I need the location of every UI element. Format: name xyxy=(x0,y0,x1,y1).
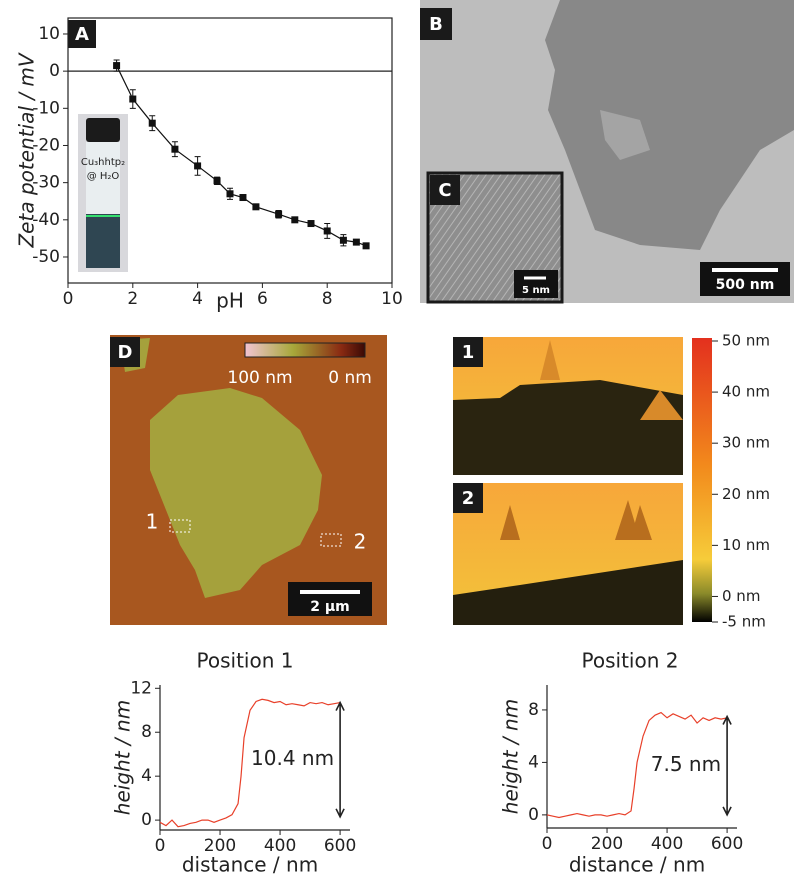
plot-frame xyxy=(67,17,393,284)
colorbar-label: 0 nm xyxy=(722,587,760,605)
x-tick-label: 400 xyxy=(651,834,683,854)
x-tick-label: 600 xyxy=(711,834,743,854)
colorbar-label: -5 nm xyxy=(722,613,766,631)
colorbar-label: 10 nm xyxy=(722,536,770,554)
annotation: 10.4 nm xyxy=(251,746,334,770)
tem-image xyxy=(420,0,794,304)
y-tick-label: 0 xyxy=(49,61,60,81)
data-point xyxy=(113,62,121,70)
data-point xyxy=(323,227,331,235)
x-tick-label: 0 xyxy=(63,289,74,309)
series-line xyxy=(116,65,367,247)
inset-text: Cu₃hhtp₂ xyxy=(81,157,125,168)
dimension-arrow xyxy=(335,700,345,819)
x-tick-label: 200 xyxy=(204,836,236,856)
data-point xyxy=(213,177,221,185)
data-point xyxy=(362,242,370,250)
panel-label: C xyxy=(438,180,451,201)
dimension-arrow xyxy=(722,714,732,817)
y-tick-label: 8 xyxy=(141,722,152,742)
panel-label-box xyxy=(420,8,452,40)
colorbar-label: 50 nm xyxy=(722,332,770,350)
panel-label: A xyxy=(75,24,89,45)
colorbar-label: 100 nm xyxy=(227,368,292,388)
scale-bar-box xyxy=(288,582,372,616)
data-point xyxy=(275,210,283,218)
colorbar-label: 0 nm xyxy=(328,368,372,388)
y-tick-label: 0 xyxy=(141,810,152,830)
y-tick-label: -20 xyxy=(32,135,60,155)
position-marker: 1 xyxy=(146,510,159,534)
panel-label: 2 xyxy=(462,488,475,509)
position-marker: 2 xyxy=(354,530,367,554)
panel-label-box xyxy=(430,175,460,205)
x-tick-label: 10 xyxy=(381,289,403,309)
panel-label-box xyxy=(453,483,483,513)
data-point xyxy=(239,194,247,202)
x-tick-label: 8 xyxy=(322,289,333,309)
panel-label-box xyxy=(110,337,140,367)
panel-label: D xyxy=(118,342,133,363)
scale-label: 500 nm xyxy=(716,277,775,293)
y-axis-label: Zeta potential / mV xyxy=(15,52,39,248)
colorbar-label: 30 nm xyxy=(722,434,770,452)
colorbar-label: 40 nm xyxy=(722,383,770,401)
data-point xyxy=(129,95,137,103)
scale-label: 2 µm xyxy=(310,599,350,615)
y-tick-label: 4 xyxy=(528,752,539,772)
x-tick-label: 600 xyxy=(324,836,356,856)
y-axis-label: height / nm xyxy=(499,699,523,814)
data-point xyxy=(226,190,234,198)
x-tick-label: 2 xyxy=(127,289,138,309)
y-tick-label: 12 xyxy=(130,678,152,698)
data-point xyxy=(194,162,202,170)
afm-3d xyxy=(453,337,712,625)
data-point xyxy=(291,216,299,224)
vial-inset: Cu₃hhtp₂ @ H₂O xyxy=(78,114,128,272)
series-line xyxy=(546,711,728,819)
annotation: 7.5 nm xyxy=(651,752,721,776)
data-point xyxy=(171,145,179,153)
x-tick-label: 400 xyxy=(264,836,296,856)
y-tick-label: -30 xyxy=(32,173,60,193)
chart-title: Position 1 xyxy=(197,649,294,673)
x-axis-label: distance / nm xyxy=(569,853,705,877)
data-point xyxy=(339,236,347,244)
x-tick-label: 0 xyxy=(542,834,553,854)
panel-label: B xyxy=(429,14,443,35)
data-point xyxy=(352,238,360,246)
y-tick-label: -10 xyxy=(32,98,60,118)
y-tick-label: 10 xyxy=(38,24,60,44)
series-line xyxy=(159,698,341,828)
afm-image xyxy=(110,335,387,625)
scale-label: 5 nm xyxy=(522,285,550,296)
panel-label-box xyxy=(68,20,96,48)
x-tick-label: 200 xyxy=(591,834,623,854)
y-tick-label: -40 xyxy=(32,210,60,230)
colorbar-label: 20 nm xyxy=(722,485,770,503)
scale-bar-box xyxy=(514,270,558,298)
x-tick-label: 0 xyxy=(155,836,166,856)
data-point xyxy=(307,220,315,228)
y-tick-label: 8 xyxy=(528,700,539,720)
scale-bar-box xyxy=(700,262,790,296)
y-tick-label: -50 xyxy=(32,247,60,267)
x-axis-label: pH xyxy=(216,289,244,313)
x-tick-label: 6 xyxy=(257,289,268,309)
inset-text: @ H₂O xyxy=(87,171,120,182)
panel-label-box xyxy=(453,337,483,367)
y-tick-label: 0 xyxy=(528,805,539,825)
y-axis-label: height / nm xyxy=(111,700,135,815)
data-point xyxy=(252,203,260,211)
y-tick-label: 4 xyxy=(141,766,152,786)
panel-label: 1 xyxy=(462,342,475,363)
data-point xyxy=(148,119,156,127)
chart-title: Position 2 xyxy=(582,649,679,673)
x-axis-label: distance / nm xyxy=(182,853,318,877)
x-tick-label: 4 xyxy=(192,289,203,309)
